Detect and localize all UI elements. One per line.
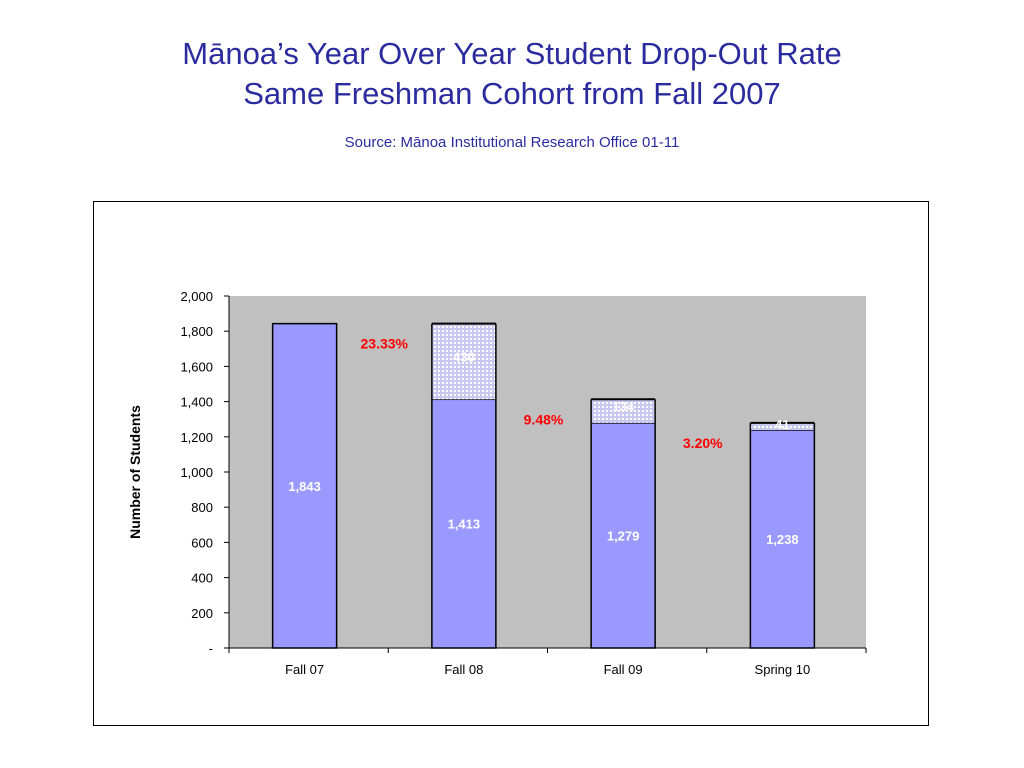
x-category-label: Fall 09 bbox=[604, 662, 643, 677]
y-tick-label: 1,600 bbox=[180, 359, 213, 374]
bar-value-label: 1,238 bbox=[766, 532, 799, 547]
bar-dropped bbox=[591, 399, 656, 423]
drop-rate-label: 9.48% bbox=[524, 411, 564, 427]
bar-enrolled bbox=[431, 398, 497, 649]
drop-rate-label: 23.33% bbox=[361, 336, 409, 352]
y-tick-label: 1,400 bbox=[180, 395, 213, 410]
drop-rate-label: 3.20% bbox=[683, 435, 723, 451]
y-tick-label: 600 bbox=[191, 535, 213, 550]
x-category-label: Fall 08 bbox=[444, 662, 483, 677]
bar-enrolled bbox=[271, 322, 338, 649]
bar-dropped-label: 430 bbox=[453, 349, 475, 364]
x-category-label: Fall 07 bbox=[285, 662, 324, 677]
y-tick-label: 1,200 bbox=[180, 430, 213, 445]
x-category-label: Spring 10 bbox=[755, 662, 811, 677]
y-tick-label: 200 bbox=[191, 606, 213, 621]
bar-value-label: 1,279 bbox=[607, 528, 640, 543]
bar-dropped-label: 41 bbox=[775, 417, 789, 432]
y-tick-label: 800 bbox=[191, 500, 213, 515]
y-tick-label: 400 bbox=[191, 571, 213, 586]
y-axis-title: Number of Students bbox=[127, 405, 143, 539]
chart-frame: - 200 400 600 800 1,000 1,200 1,400 1,600 1,800 2,… bbox=[93, 201, 929, 726]
source-note: Source: Mānoa Institutional Research Off… bbox=[344, 134, 680, 151]
bar-dropped bbox=[750, 422, 815, 431]
bar-enrolled bbox=[749, 429, 816, 649]
chart-title-line-2: Same Freshman Cohort from Fall 2007 bbox=[243, 76, 781, 111]
y-tick-label: 2,000 bbox=[180, 289, 213, 304]
y-tick-label: 1,800 bbox=[180, 324, 213, 339]
y-tick-label: - bbox=[209, 641, 213, 656]
bar-value-label: 1,843 bbox=[288, 479, 321, 494]
bar-chart: - 200 400 600 800 1,000 1,200 1,400 1,600 1,800 2,… bbox=[127, 289, 867, 677]
chart-title-line-1: Mānoa’s Year Over Year Student Drop-Out … bbox=[182, 36, 842, 71]
bar-dropped bbox=[431, 323, 496, 400]
y-tick-label: 1,000 bbox=[180, 465, 213, 480]
bar-enrolled bbox=[590, 422, 656, 649]
bar-dropped-label: 134 bbox=[612, 399, 634, 414]
bar-value-label: 1,413 bbox=[448, 517, 481, 532]
title-block: Mānoa’s Year Over Year Student Drop-Out … bbox=[0, 34, 1024, 152]
